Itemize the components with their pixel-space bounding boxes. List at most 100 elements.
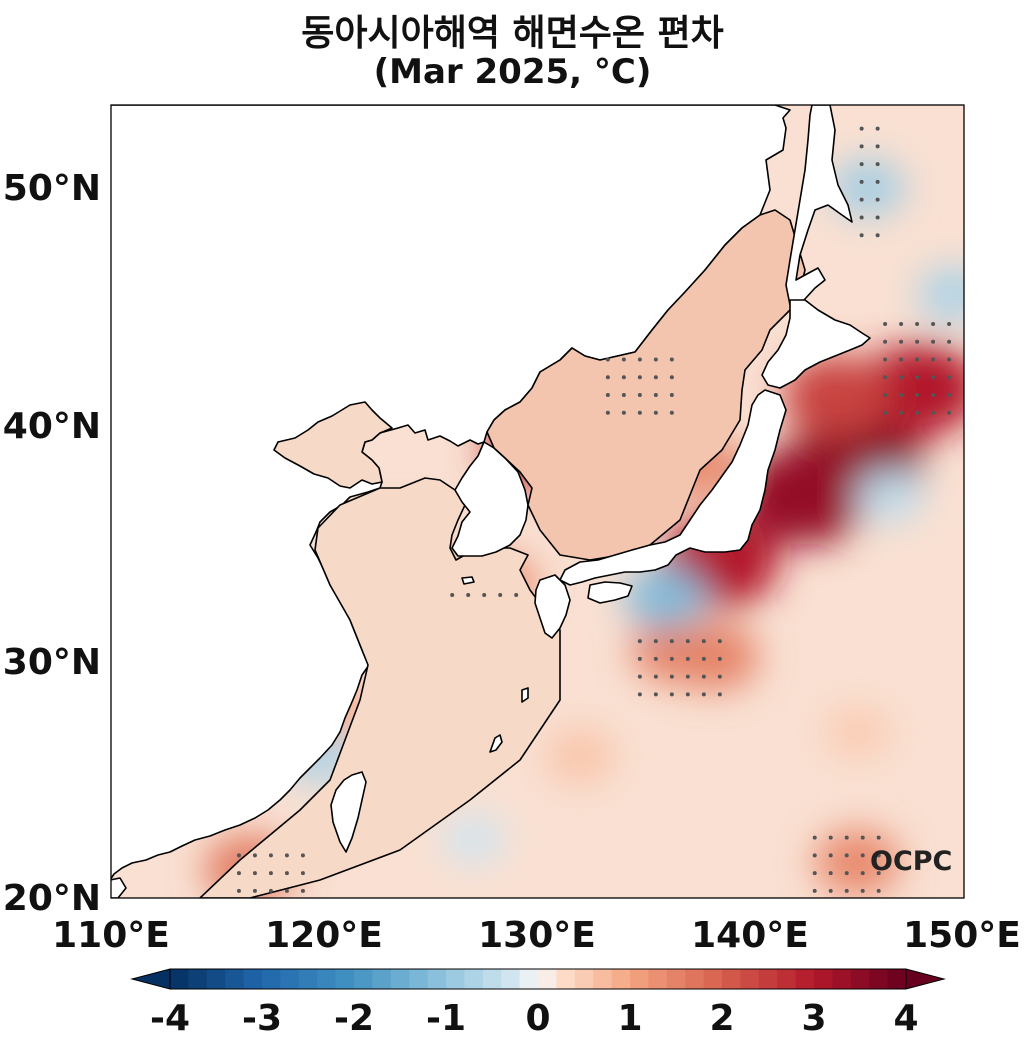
significance-dot [653,410,658,415]
cbar-tick-0: 0 [525,998,550,1039]
anomaly-hotspot [441,814,506,864]
significance-dot [812,835,817,840]
significance-dot [685,692,690,697]
significance-dot [931,392,936,397]
cbar-tick-4: 4 [893,998,918,1039]
colorbar-segment [409,969,429,989]
colorbar-segment [795,969,815,989]
colorbar-segment [262,969,281,989]
significance-dot [717,692,722,697]
anomaly-hotspot [831,159,905,217]
significance-dot [252,853,257,858]
colorbar-segment [869,969,889,989]
significance-dot [844,871,849,876]
anomaly-hotspot [782,354,890,438]
colorbar-segment [648,969,668,989]
colorbar-segment [280,969,300,989]
anomaly-hotspot [861,343,964,436]
colorbar-segment [722,969,741,989]
colorbar-segment [740,969,760,989]
significance-dot [915,321,920,326]
significance-dot [899,392,904,397]
significance-dot [915,410,920,415]
significance-dot [883,375,888,380]
colorbar-segment [354,969,373,989]
significance-dot [883,410,888,415]
colorbar-ticks: -4 -3 -2 -1 0 1 2 3 4 [150,998,919,1039]
colorbar-segment [501,969,521,989]
lat-ticks: 50°N 40°N 30°N 20°N [3,168,101,919]
significance-dot [860,835,865,840]
significance-dot [875,144,880,149]
colorbar-extend-high [905,968,946,990]
significance-dot [637,357,642,362]
significance-dot [875,197,880,202]
colorbar-segment [206,969,226,989]
significance-dot [883,339,888,344]
significance-dot [637,639,642,644]
lat-tick-50: 50°N [3,168,101,209]
significance-dot [717,656,722,661]
significance-dot [899,339,904,344]
colorbar-segment [832,969,852,989]
significance-dot [883,321,888,326]
significance-dot [637,392,642,397]
colorbar-segment [887,969,907,989]
significance-dot [669,674,674,679]
anomaly-hotspot [823,706,892,759]
significance-dot [947,410,952,415]
significance-dot [899,321,904,326]
significance-dot [669,656,674,661]
significance-dot [899,357,904,362]
lat-tick-40: 40°N [3,406,101,447]
land-amami [521,687,529,703]
significance-dot [876,853,881,858]
significance-dot [621,375,626,380]
colorbar-segment [703,969,723,989]
significance-dot [915,339,920,344]
colorbar-segment [777,969,797,989]
significance-dot [669,357,674,362]
cbar-tick-1: 1 [617,998,642,1039]
significance-dot [653,674,658,679]
significance-dot [931,375,936,380]
significance-dot [653,692,658,697]
east-sea [486,209,806,561]
significance-dot [466,593,471,598]
significance-dot [915,357,920,362]
significance-dot [717,639,722,644]
colorbar-segment [464,969,484,989]
significance-dot [514,593,519,598]
cbar-tick--3: -3 [242,998,282,1039]
significance-dot [812,853,817,858]
significance-dot [605,392,610,397]
lon-tick-110: 110°E [52,915,170,956]
significance-dot [859,144,864,149]
significance-dot [931,357,936,362]
significance-dot [812,888,817,893]
anomaly-hotspot [624,565,707,629]
significance-dot [844,888,849,893]
significance-dot [653,656,658,661]
significance-dot [701,656,706,661]
colorbar-segment [666,969,686,989]
significance-dot [875,233,880,238]
colorbar-segment [298,969,318,989]
significance-dot [860,888,865,893]
significance-dot [669,639,674,644]
colorbar-segment [225,969,245,989]
significance-dot [828,871,833,876]
significance-dot [717,674,722,679]
cbar-tick-3: 3 [801,998,826,1039]
significance-dot [883,357,888,362]
significance-dot [828,853,833,858]
significance-dot [637,656,642,661]
colorbar-segment [685,969,705,989]
significance-dot [899,375,904,380]
significance-dot [236,888,241,893]
significance-dot [637,692,642,697]
significance-dot [252,871,257,876]
colorbar-segment [519,969,539,989]
significance-dot [859,215,864,220]
